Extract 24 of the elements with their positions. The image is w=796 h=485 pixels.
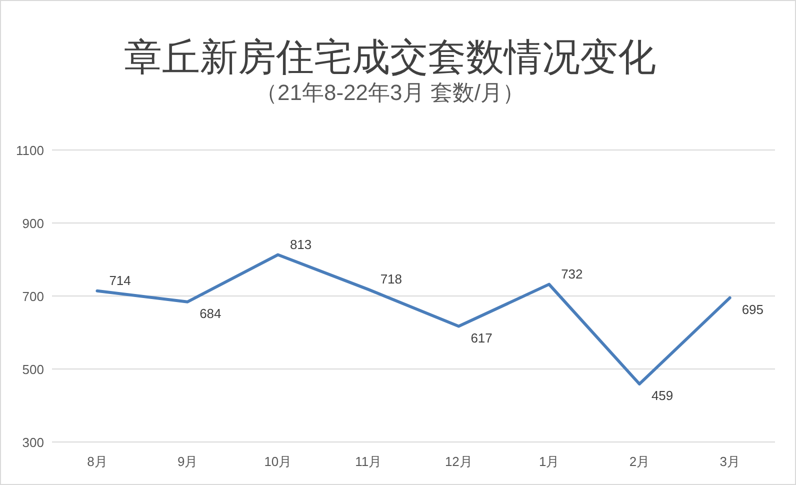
- x-tick-label: 11月: [355, 454, 382, 469]
- x-tick-label: 3月: [720, 454, 740, 469]
- data-label: 714: [109, 272, 131, 288]
- y-tick-label: 700: [22, 289, 44, 304]
- x-tick-label: 1月: [538, 454, 560, 469]
- y-tick-label: 900: [22, 216, 44, 231]
- data-label: 718: [380, 271, 402, 286]
- chart-title: 章丘新房住宅成交套数情况变化: [124, 37, 656, 79]
- data-label: 459: [651, 388, 674, 403]
- y-tick-label: 500: [22, 362, 44, 377]
- x-tick-label: 10月: [264, 454, 292, 469]
- line-series: [96, 253, 732, 386]
- x-tick-label: 2月: [629, 454, 650, 469]
- y-tick-label: 1100: [16, 143, 44, 158]
- y-tick-label: 300: [22, 435, 44, 450]
- x-tick-label: 9月: [177, 454, 198, 469]
- x-tick-label: 8月: [87, 454, 108, 469]
- data-label: 813: [290, 236, 312, 252]
- data-label: 695: [742, 302, 764, 317]
- data-label: 684: [200, 306, 222, 321]
- x-tick-label: 12月: [444, 454, 472, 469]
- chart-subtitle: （21年8-22年3月 套数/月）: [256, 80, 524, 105]
- data-label: 732: [561, 266, 583, 282]
- data-label: 617: [470, 330, 492, 346]
